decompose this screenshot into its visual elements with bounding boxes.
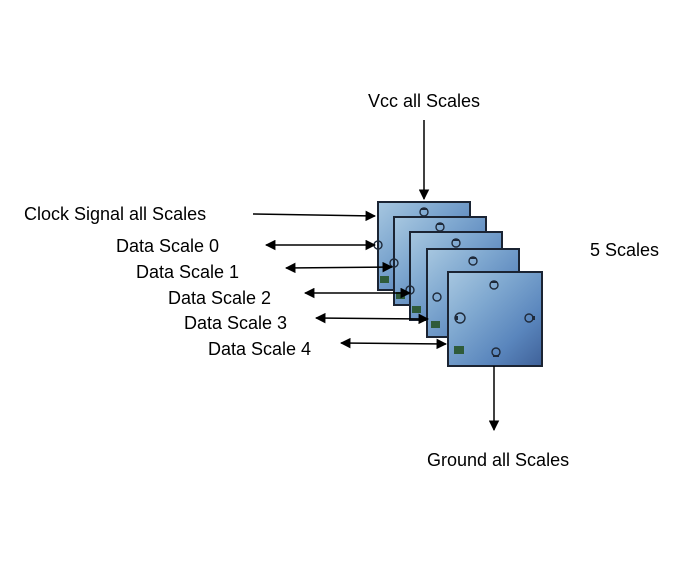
- data4-arrow: [339, 337, 448, 350]
- data-scale-2-label: Data Scale 2: [168, 288, 272, 308]
- connector-pad-icon: [454, 312, 466, 324]
- data-scale-1-label: Data Scale 1: [136, 262, 240, 282]
- led-icon: [431, 321, 440, 328]
- connector-pad-icon: [432, 292, 442, 302]
- led-icon: [412, 306, 421, 313]
- ground-label: Ground all Scales: [427, 450, 570, 470]
- data-scale-3-label: Data Scale 3: [184, 313, 288, 333]
- led-icon: [454, 346, 464, 354]
- data-scale-0-label: Data Scale 0: [116, 236, 220, 256]
- scale-count-label: 5 Scales: [590, 240, 660, 260]
- connector-pad-icon: [491, 347, 501, 357]
- data1-arrow: [284, 261, 394, 274]
- clock-label: Clock Signal all Scales: [24, 204, 207, 224]
- clock-arrow: [252, 210, 377, 222]
- vcc-label: Vcc all Scales: [368, 91, 481, 111]
- data3-arrow: [314, 312, 430, 325]
- connector-pad-icon: [451, 238, 461, 248]
- scale-board-4: [447, 271, 543, 367]
- connector-pad-icon: [524, 313, 535, 323]
- led-icon: [380, 276, 389, 283]
- connector-pad-icon: [468, 256, 478, 266]
- connector-pad-icon: [489, 280, 499, 290]
- data-scale-4-label: Data Scale 4: [208, 339, 312, 359]
